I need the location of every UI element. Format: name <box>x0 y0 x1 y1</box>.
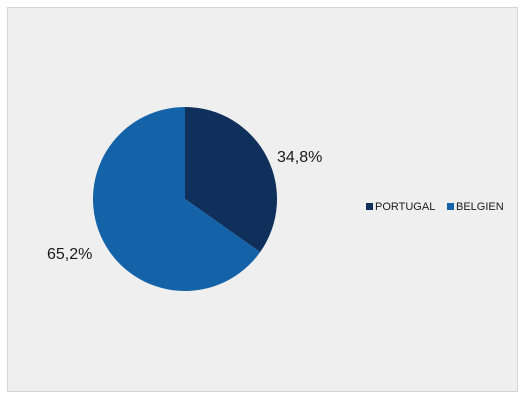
data-label-portugal: 34,8% <box>277 149 322 166</box>
pie-slice-portugal <box>185 107 278 253</box>
legend-label-portugal: PORTUGAL <box>375 201 435 213</box>
legend-label-belgien: BELGIEN <box>456 201 504 213</box>
pie-slices <box>93 107 278 291</box>
pie-slice-belgien <box>93 107 261 291</box>
data-label-belgien: 65,2% <box>47 246 92 263</box>
legend-swatch-belgien <box>447 203 454 210</box>
legend: PORTUGAL BELGIEN <box>366 201 504 213</box>
legend-swatch-portugal <box>366 203 373 210</box>
